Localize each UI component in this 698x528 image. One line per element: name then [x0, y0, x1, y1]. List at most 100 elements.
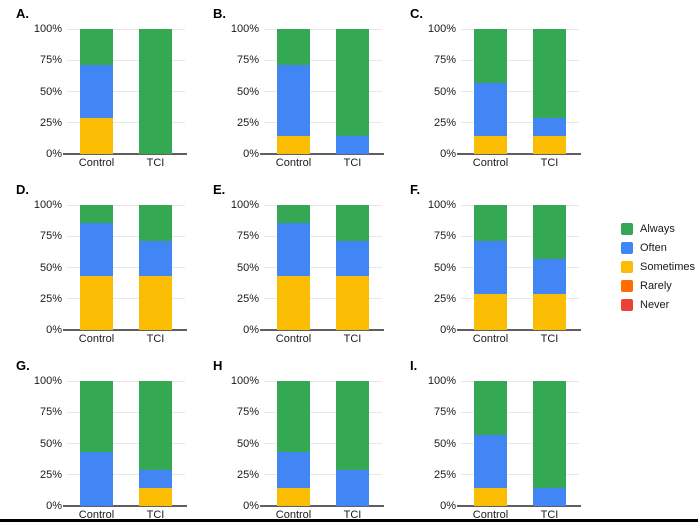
x-axis-label: TCI	[146, 509, 165, 521]
bar-segment-often	[474, 82, 507, 137]
bar-segment-always	[80, 381, 113, 453]
chart-panel-c: C. 0% 25% 50% 75% 100% Control TCI	[394, 0, 591, 176]
chart-panel-f: F. 0% 25% 50% 75% 100% Control TCI	[394, 176, 591, 352]
bar-segment-often	[336, 136, 369, 154]
x-axis-line	[63, 329, 187, 331]
bar-tci	[139, 29, 172, 154]
y-axis-tick-label: 25%	[236, 116, 259, 129]
x-axis-line	[260, 505, 384, 507]
x-axis-label: Control	[78, 509, 115, 521]
bar-segment-sometimes	[336, 276, 369, 331]
bar-segment-always	[336, 29, 369, 137]
y-axis-tick-label: 75%	[236, 230, 259, 243]
legend-label: Sometimes	[640, 260, 696, 273]
x-axis-label: TCI	[540, 509, 559, 521]
legend-swatch-rarely-icon	[621, 279, 633, 292]
gridline-50%	[67, 91, 185, 92]
bar-segment-often	[474, 240, 507, 295]
y-axis-tick-label: 50%	[39, 261, 62, 274]
gridline-75%	[264, 59, 382, 61]
panel-letter: D.	[16, 182, 29, 197]
y-axis-tick-label: 100%	[427, 199, 456, 211]
y-axis-tick-label: 0%	[440, 324, 456, 336]
y-axis-tick-label: 75%	[433, 230, 456, 243]
gridline-100%	[264, 380, 382, 382]
bar-segment-sometimes	[277, 276, 310, 331]
bar-tci	[336, 29, 369, 154]
x-axis-label: TCI	[343, 157, 362, 169]
bar-control	[80, 205, 113, 331]
bar-control	[277, 29, 310, 154]
y-axis-tick-label: 0%	[46, 148, 62, 160]
y-axis-tick-label: 0%	[440, 148, 456, 160]
y-axis-tick-label: 0%	[46, 324, 62, 336]
legend: Always Often Sometimes Rarely Never	[621, 219, 695, 314]
bar-segment-always	[533, 205, 566, 259]
plot-area	[260, 204, 384, 331]
plot-area	[260, 380, 384, 507]
gridline-25%	[461, 298, 579, 300]
gridline-75%	[461, 411, 579, 413]
chart-panel-d: D. 0% 25% 50% 75% 100% Control TCI	[0, 176, 197, 352]
chart-panel-g: G. 0% 25% 50% 75% 100% Control TCI	[0, 352, 197, 528]
gridline-75%	[67, 235, 185, 237]
bar-segment-always	[277, 381, 310, 453]
legend-swatch-never-icon	[621, 298, 633, 311]
x-axis-label: TCI	[343, 509, 362, 521]
bar-segment-always	[80, 205, 113, 223]
gridline-50%	[264, 443, 382, 444]
bar-tci	[533, 29, 566, 154]
gridline-75%	[264, 235, 382, 237]
bar-segment-always	[139, 205, 172, 241]
bar-tci	[336, 205, 369, 331]
bar-control	[277, 381, 310, 506]
gridline-75%	[264, 411, 382, 413]
y-axis-tick-label: 75%	[39, 54, 62, 67]
bar-segment-always	[533, 29, 566, 119]
bar-segment-often	[277, 222, 310, 277]
gridline-100%	[67, 204, 185, 206]
legend-swatch-sometimes-icon	[621, 260, 633, 273]
legend-item: Never	[621, 295, 695, 314]
legend-label: Always	[640, 222, 675, 235]
bar-segment-often	[336, 470, 369, 506]
gridline-100%	[461, 380, 579, 382]
y-axis-tick-label: 100%	[427, 23, 456, 35]
charts-grid: A. 0% 25% 50% 75% 100% Control TCI B. 0% 25% 50% 75%…	[0, 0, 591, 528]
bar-segment-always	[336, 205, 369, 241]
y-axis-tick-label: 25%	[433, 468, 456, 481]
bar-tci	[139, 381, 172, 506]
y-axis-tick-label: 100%	[33, 23, 62, 35]
x-axis-line	[457, 329, 581, 331]
y-axis-tick-label: 0%	[46, 500, 62, 512]
gridline-25%	[264, 122, 382, 124]
y-axis-tick-label: 50%	[433, 437, 456, 450]
legend-item: Rarely	[621, 276, 695, 295]
plot-area	[260, 28, 384, 155]
bar-tci	[533, 381, 566, 506]
legend-label: Often	[640, 241, 667, 254]
y-axis-tick-label: 50%	[39, 85, 62, 98]
y-axis-tick-label: 75%	[39, 406, 62, 419]
bar-segment-often	[80, 222, 113, 277]
y-axis-tick-label: 25%	[433, 116, 456, 129]
panel-letter: C.	[410, 6, 423, 21]
x-axis-line	[63, 505, 187, 507]
panel-letter: B.	[213, 6, 226, 21]
bar-segment-always	[533, 381, 566, 489]
bar-segment-sometimes	[474, 294, 507, 331]
x-axis-label: Control	[472, 333, 509, 345]
panel-letter: H	[213, 358, 223, 373]
bar-segment-often	[474, 434, 507, 489]
x-axis-label: Control	[78, 157, 115, 169]
bar-control	[474, 29, 507, 155]
bottom-border-line	[0, 519, 698, 522]
y-axis-tick-label: 100%	[230, 199, 259, 211]
bar-segment-sometimes	[139, 488, 172, 506]
x-axis-label: TCI	[540, 333, 559, 345]
bar-segment-always	[139, 29, 172, 154]
bar-segment-often	[336, 240, 369, 277]
chart-panel-b: B. 0% 25% 50% 75% 100% Control TCI	[197, 0, 394, 176]
x-axis-line	[260, 153, 384, 155]
